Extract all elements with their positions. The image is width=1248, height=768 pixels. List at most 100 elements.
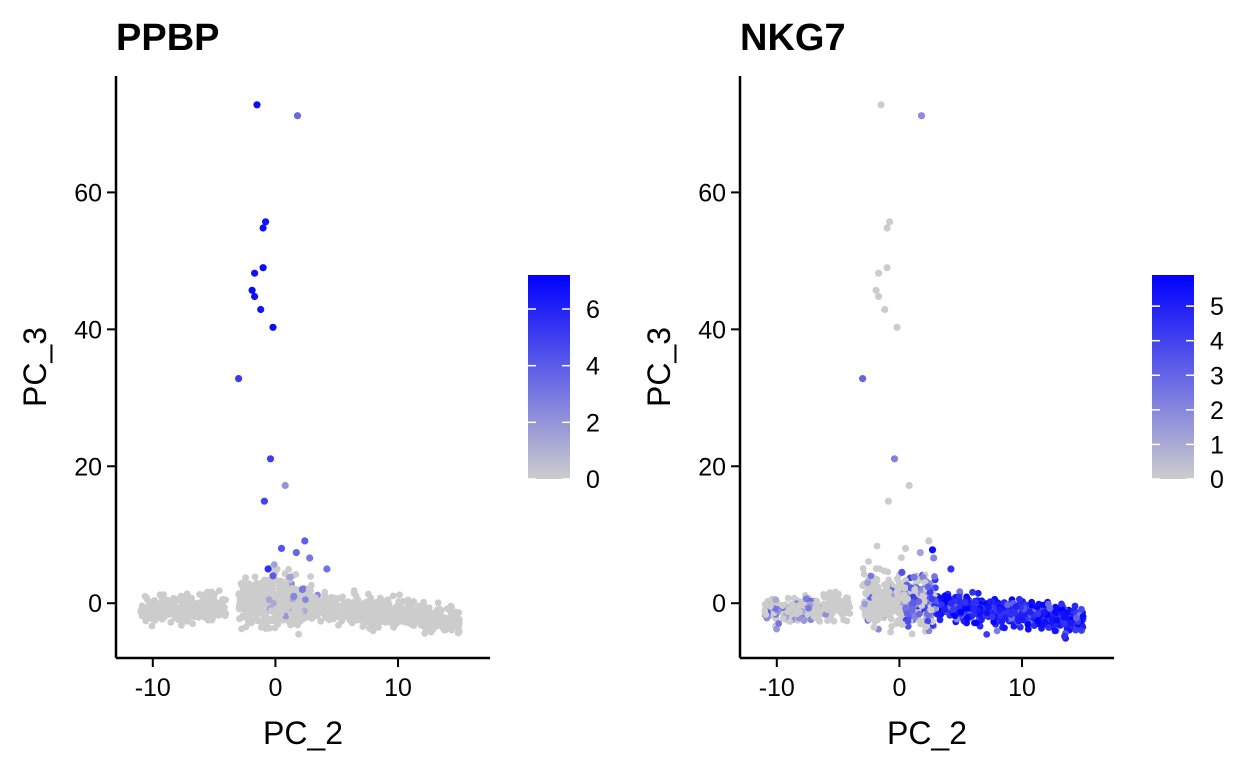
scatter-point	[919, 592, 926, 600]
scatter-point	[762, 611, 770, 618]
scatter-point	[936, 616, 944, 624]
scatter-point	[924, 617, 932, 625]
scatter-point	[156, 602, 164, 610]
scatter-point	[931, 573, 938, 580]
scatter-point	[875, 292, 883, 301]
scatter-point	[325, 600, 332, 608]
scatter-point	[397, 606, 405, 613]
scatter-point	[899, 620, 907, 628]
scatter-point	[957, 608, 965, 616]
scatter-point	[815, 616, 823, 624]
scatter-point	[398, 599, 406, 606]
scatter-point	[934, 611, 942, 618]
scatter-point	[276, 593, 284, 601]
scatter-point	[915, 598, 923, 605]
scatter-point	[1034, 617, 1042, 625]
scatter-point	[391, 617, 398, 625]
scatter-point	[884, 568, 892, 576]
scatter-point	[455, 609, 462, 616]
scatter-point	[421, 624, 429, 631]
scatter-point	[820, 593, 828, 601]
scatter-point	[1053, 616, 1061, 624]
y-tick-label: 60	[74, 179, 102, 207]
x-tick-label: 0	[268, 674, 282, 702]
scatter-point	[259, 264, 267, 272]
scatter-point	[873, 542, 881, 550]
legend-tick-label: 3	[1210, 362, 1224, 390]
scatter-point	[862, 590, 870, 598]
scatter-point	[277, 544, 286, 553]
scatter-point	[956, 588, 964, 596]
scatter-point	[885, 576, 893, 584]
scatter-point	[367, 608, 375, 616]
scatter-point	[393, 612, 401, 620]
scatter-point	[805, 604, 812, 612]
scatter-point	[947, 565, 955, 573]
scatter-point	[948, 600, 955, 607]
scatter-point	[919, 573, 927, 581]
scatter-point	[1061, 632, 1068, 640]
scatter-point	[275, 615, 282, 622]
scatter-point	[893, 323, 901, 331]
color-legend: 0 1 2 3 4 5	[1152, 275, 1224, 494]
scatter-point	[793, 610, 801, 618]
scatter-point	[859, 565, 867, 572]
scatter-point	[251, 616, 258, 624]
scatter-point	[434, 599, 442, 607]
scatter-point	[146, 598, 153, 606]
x-tick-label: 10	[384, 674, 412, 702]
scatter-point	[354, 596, 362, 604]
scatter-point	[138, 602, 146, 610]
scatter-point	[915, 610, 923, 618]
scatter-point	[207, 594, 215, 602]
scatter-point	[916, 549, 924, 557]
scatter-point	[908, 630, 916, 638]
scatter-point	[867, 572, 875, 580]
scatter-point	[1041, 608, 1048, 616]
x-tick-label: 10	[1008, 674, 1036, 702]
scatter-point	[1004, 601, 1011, 609]
scatter-point	[883, 264, 891, 272]
scatter-point	[926, 588, 934, 596]
scatter-point	[890, 455, 899, 463]
scatter-point	[274, 577, 281, 585]
scatter-point	[293, 112, 302, 120]
scatter-point	[972, 598, 980, 606]
scatter-point	[825, 602, 833, 609]
scatter-point	[773, 625, 780, 633]
scatter-point	[239, 613, 247, 621]
scatter-point	[249, 605, 257, 613]
scatter-point	[885, 611, 893, 619]
scatter-point	[454, 629, 462, 637]
scatter-point	[365, 598, 373, 605]
scatter-point	[859, 375, 867, 383]
scatter-point	[772, 596, 780, 603]
scatter-point	[365, 590, 372, 598]
scatter-point	[820, 600, 828, 608]
scatter-point	[1007, 611, 1014, 618]
scatter-point	[327, 606, 334, 614]
scatter-point	[260, 608, 268, 616]
scatter-point	[844, 604, 852, 612]
scatter-point	[446, 616, 453, 624]
scatter-point	[447, 602, 455, 610]
scatter-point	[281, 481, 289, 490]
scatter-point	[251, 573, 259, 581]
scatter-point	[925, 537, 933, 545]
scatter-point	[306, 554, 314, 562]
scatter-point	[301, 537, 309, 545]
scatter-point	[300, 614, 308, 622]
scatter-point	[257, 624, 265, 631]
scatter-point	[928, 546, 937, 554]
scatter-point	[149, 606, 157, 614]
scatter-point	[376, 599, 384, 607]
scatter-point	[188, 594, 196, 602]
scatter-point	[295, 630, 302, 638]
scatter-point	[298, 585, 306, 594]
scatter-point	[206, 606, 214, 613]
scatter-point	[993, 627, 1001, 635]
scatter-point	[885, 594, 893, 601]
legend-tick-label: 2	[586, 409, 600, 437]
scatter-point	[892, 604, 900, 612]
legend-tick-label: 6	[586, 296, 600, 324]
